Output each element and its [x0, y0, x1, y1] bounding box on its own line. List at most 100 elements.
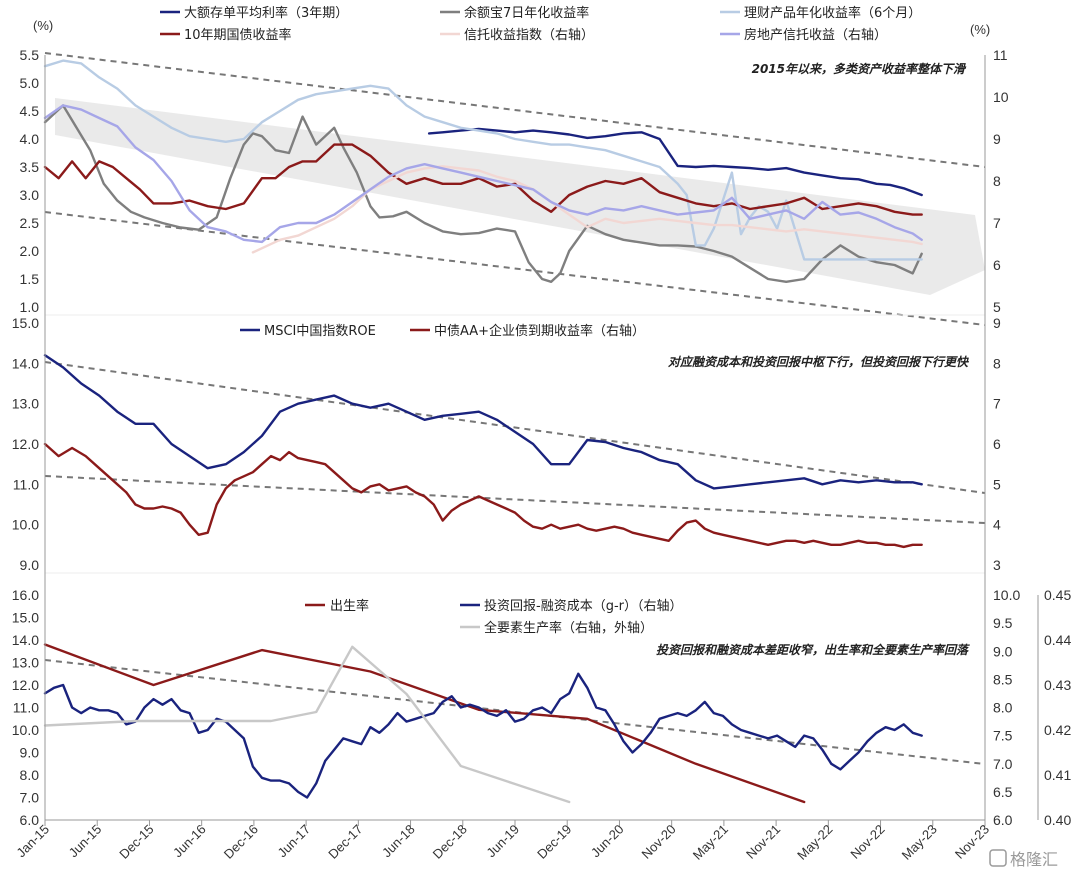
p3-right-tick-label: 7.5 [993, 728, 1013, 744]
p3-right-tick-label: 9.0 [993, 643, 1013, 659]
p2-annotation: 对应融资成本和投资回报中枢下行，但投资回报下行更快 [668, 355, 970, 369]
p1-right-tick-label: 9 [993, 131, 1001, 147]
p3-left-tick-label: 13.0 [12, 655, 39, 671]
legend-re-trust: 房地产信托收益（右轴） [744, 27, 887, 43]
x-tick-label: Nov-21 [743, 822, 783, 862]
p1-series-line-3 [43, 59, 923, 261]
downtrend-arrow [55, 98, 985, 295]
p1-left-tick-label: 3.0 [20, 187, 40, 203]
x-tick-label: Nov-20 [639, 822, 679, 862]
p3-trendline [44, 659, 986, 765]
p1-left-tick-label: 1.5 [20, 271, 40, 287]
p2-bond-trendline [44, 475, 986, 524]
p3-left-tick-label: 6.0 [20, 812, 40, 828]
p1-left-tick-label: 5.5 [20, 47, 40, 63]
legend-tfp: 全要素生产率（右轴，外轴） [484, 620, 653, 636]
legend-cgb10y: 10年期国债收益率 [184, 27, 292, 43]
p3-series-line-1 [43, 643, 806, 804]
x-tick-label: Jun-15 [66, 822, 105, 861]
p1-left-tick-label: 2.0 [20, 243, 40, 259]
p2-right-tick-label: 3 [993, 557, 1001, 573]
p1-left-tick-label: 1.0 [20, 299, 40, 315]
legend-g-minus-r: 投资回报-融资成本（g-r）（右轴） [484, 598, 682, 614]
p3-right-tick-label: 10.0 [993, 587, 1020, 603]
p1-annotation: 2015年以来，多类资产收益率整体下滑 [752, 62, 967, 76]
p2-series-line-2 [43, 442, 923, 549]
p1-left-tick-label: 4.0 [20, 131, 40, 147]
p1-lower-trendline [44, 211, 986, 326]
p3-legend: 出生率 投资回报-融资成本（g-r）（右轴） 全要素生产率（右轴，外轴） [305, 598, 682, 636]
p3-outer-tick-label: 0.43 [1044, 677, 1071, 693]
p1-left-tick-label: 5.0 [20, 75, 40, 91]
p2-right-tick-label: 5 [993, 476, 1001, 492]
p3-left-tick-label: 8.0 [20, 767, 40, 783]
x-tick-label: May-21 [690, 822, 731, 863]
p3-right-tick-label: 7.0 [993, 756, 1013, 772]
p1-legend: 大额存单平均利率（3年期） 余额宝7日年化收益率 理财产品年化收益率（6个月） … [160, 5, 921, 43]
p1-right-tick-label: 7 [993, 215, 1001, 231]
p2-right-tick-label: 4 [993, 517, 1001, 533]
p1-series-line-6 [43, 104, 923, 244]
p1-left-tick-label: 3.5 [20, 159, 40, 175]
p3-right-tick-label: 6.0 [993, 812, 1013, 828]
p3-outer-tick-label: 0.42 [1044, 722, 1071, 738]
p2-left-tick-label: 11.0 [13, 476, 39, 492]
p3-outer-tick-label: 0.44 [1044, 632, 1071, 648]
watermark-text: 格隆汇 [1010, 850, 1058, 869]
p2-series-line-1 [43, 354, 923, 490]
p3-right-tick-label: 6.5 [993, 784, 1013, 800]
p3-left-tick-label: 7.0 [20, 790, 40, 806]
p2-right-tick-label: 8 [993, 355, 1001, 371]
legend-aa-bond: 中债AA+企业债到期收益率（右轴） [434, 323, 645, 339]
p3-left-tick-label: 11.0 [13, 700, 39, 716]
p3-left-tick-label: 16.0 [12, 587, 39, 603]
p3-annotation: 投资回报和融资成本差距收窄，出生率和全要素生产率回落 [656, 643, 970, 657]
watermark: 格隆汇 [989, 849, 1058, 869]
p1-right-unit: (%) [970, 22, 990, 37]
p1-series-line-2 [43, 104, 923, 283]
x-tick-label: Dec-17 [325, 822, 365, 862]
p2-right-tick-label: 9 [993, 315, 1001, 331]
panel-3-g-minus-r: 6.0 7.0 8.0 9.0 10.0 11.0 12.0 13.0 14.0 15.0 16.0… [12, 587, 1072, 828]
p2-left-tick-label: 15.0 [12, 315, 39, 331]
p3-left-tick-label: 9.0 [20, 745, 40, 761]
p3-outer-tick-label: 0.45 [1044, 587, 1071, 603]
p2-legend: MSCI中国指数ROE 中债AA+企业债到期收益率（右轴） [240, 323, 645, 339]
x-tick-label: May-23 [899, 822, 940, 863]
p3-outer-tick-label: 0.41 [1044, 767, 1071, 783]
p2-left-tick-label: 13.0 [12, 396, 39, 412]
legend-birth-rate: 出生率 [330, 598, 369, 614]
p3-right-tick-label: 8.0 [993, 700, 1013, 716]
x-tick-label: Jun-18 [379, 822, 418, 861]
x-tick-label: Jun-20 [588, 822, 627, 861]
watermark-logo-icon [989, 849, 1007, 867]
p1-series-line-1 [427, 127, 923, 197]
p3-right-tick-label: 9.5 [993, 615, 1013, 631]
x-tick-label: Dec-16 [221, 822, 261, 862]
p1-right-tick-label: 8 [993, 173, 1001, 189]
p3-left-tick-label: 10.0 [12, 722, 39, 738]
legend-roe: MSCI中国指数ROE [264, 324, 376, 339]
p3-left-tick-label: 12.0 [12, 677, 39, 693]
p2-left-tick-label: 9.0 [20, 557, 40, 573]
p3-outer-tick-label: 0.40 [1044, 812, 1071, 828]
legend-wmp: 理财产品年化收益率（6个月） [744, 5, 921, 21]
legend-trust-index: 信托收益指数（右轴） [464, 28, 594, 43]
p2-left-tick-label: 14.0 [12, 355, 39, 371]
p3-left-tick-label: 15.0 [12, 610, 39, 626]
p2-right-tick-label: 6 [993, 436, 1001, 452]
p2-left-tick-label: 10.0 [12, 517, 39, 533]
p1-right-tick-label: 6 [993, 257, 1001, 273]
p1-upper-trendline [44, 52, 986, 168]
p1-right-tick-label: 5 [993, 299, 1001, 315]
legend-cd-rate: 大额存单平均利率（3年期） [184, 5, 348, 21]
x-tick-label: Jun-16 [170, 822, 209, 861]
x-tick-label: Nov-23 [952, 822, 992, 862]
p2-right-tick-label: 7 [993, 396, 1001, 412]
x-tick-label: May-22 [794, 822, 835, 863]
p1-left-tick-label: 4.5 [20, 103, 40, 119]
p3-right-tick-label: 8.5 [993, 671, 1013, 687]
panel-2-roe-vs-bond: 9.0 10.0 11.0 12.0 13.0 14.0 15.0 3 4 5 6 7 8 9 对应融资成… [12, 315, 1001, 574]
p1-right-tick-label: 11 [993, 47, 1008, 63]
p3-series-line-2 [43, 672, 923, 799]
